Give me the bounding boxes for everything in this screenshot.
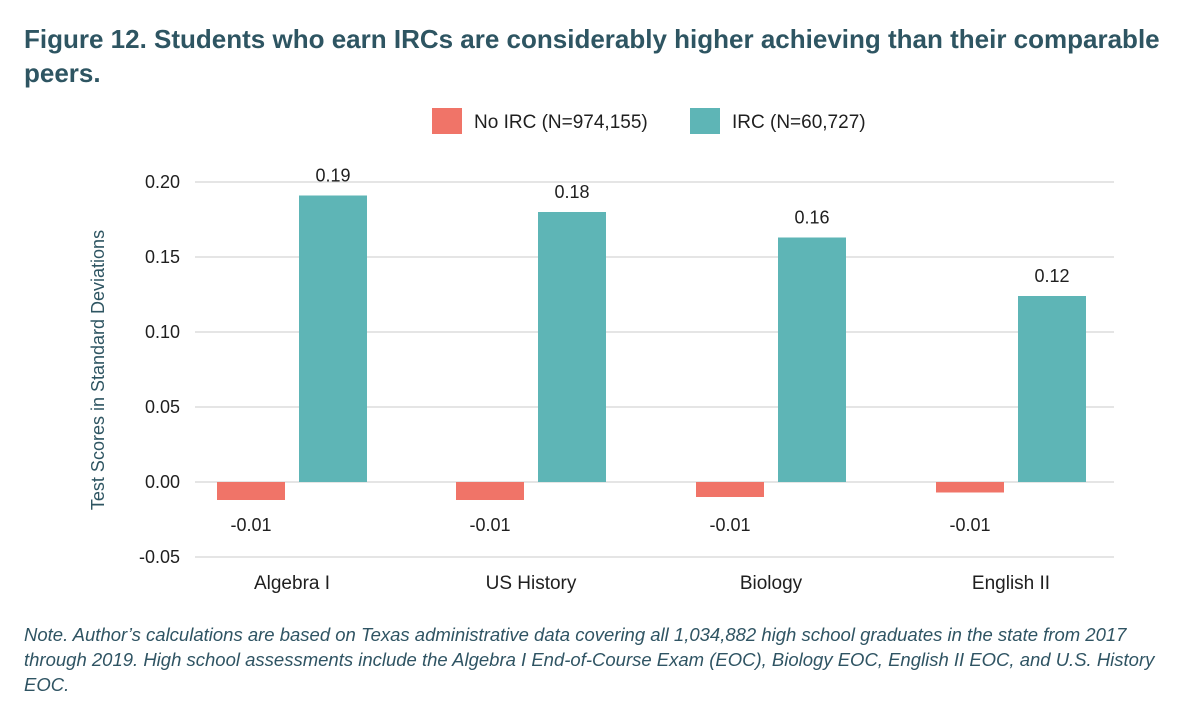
- y-axis-label: Test Scores in Standard Deviations: [88, 230, 108, 510]
- bar-irc: [778, 237, 846, 482]
- data-label: -0.01: [709, 515, 750, 535]
- y-tick-label: 0.05: [145, 397, 180, 417]
- legend-swatch: [690, 108, 720, 134]
- legend-item: No IRC (N=974,155): [432, 108, 648, 134]
- x-tick-label: English II: [972, 573, 1050, 594]
- x-axis: Algebra I US History Biology English II: [254, 573, 1050, 594]
- legend-item: IRC (N=60,727): [690, 108, 866, 134]
- data-labels: -0.01 0.19 -0.01 0.18 -0.01 0.16 -0.01 0.12: [230, 166, 1069, 536]
- legend-label: No IRC (N=974,155): [474, 112, 648, 133]
- legend: No IRC (N=974,155) IRC (N=60,727): [432, 108, 866, 134]
- x-tick-label: US History: [486, 573, 577, 594]
- data-label: 0.12: [1034, 266, 1069, 286]
- bars: [217, 195, 1086, 500]
- y-axis: 0.20 0.15 0.10 0.05 0.00 -0.05: [139, 172, 180, 567]
- data-label: 0.18: [554, 182, 589, 202]
- y-tick-label: -0.05: [139, 547, 180, 567]
- bar-no-irc: [217, 482, 285, 500]
- legend-label: IRC (N=60,727): [732, 112, 866, 133]
- y-tick-label: 0.00: [145, 472, 180, 492]
- bar-no-irc: [696, 482, 764, 497]
- y-tick-label: 0.20: [145, 172, 180, 192]
- bar-no-irc: [936, 482, 1004, 493]
- x-tick-label: Algebra I: [254, 573, 330, 594]
- bar-irc: [1018, 296, 1086, 482]
- data-label: 0.19: [315, 166, 350, 186]
- bar-irc: [299, 195, 367, 482]
- bar-irc: [538, 212, 606, 482]
- data-label: -0.01: [949, 515, 990, 535]
- data-label: -0.01: [469, 515, 510, 535]
- data-label: -0.01: [230, 515, 271, 535]
- y-tick-label: 0.15: [145, 247, 180, 267]
- data-label: 0.16: [794, 208, 829, 228]
- x-tick-label: Biology: [740, 573, 803, 594]
- figure-title: Figure 12. Students who earn IRCs are co…: [24, 24, 1160, 88]
- legend-swatch: [432, 108, 462, 134]
- figure-note: Note. Author’s calculations are based on…: [24, 624, 1155, 695]
- y-tick-label: 0.10: [145, 322, 180, 342]
- bar-no-irc: [456, 482, 524, 500]
